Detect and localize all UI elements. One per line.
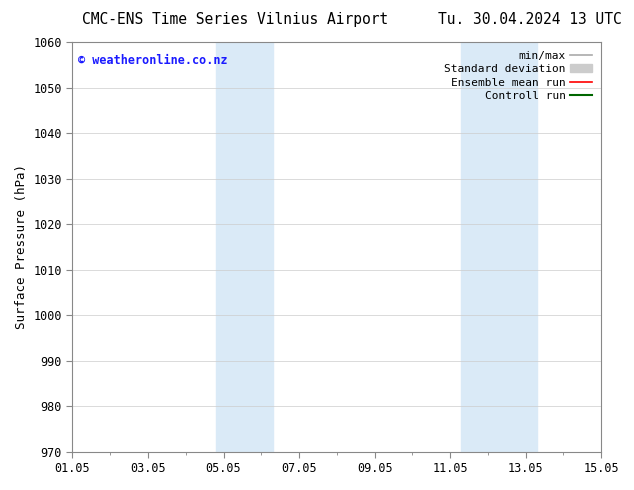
Text: © weatheronline.co.nz: © weatheronline.co.nz [78,54,228,67]
Text: Tu. 30.04.2024 13 UTC: Tu. 30.04.2024 13 UTC [437,12,621,27]
Y-axis label: Surface Pressure (hPa): Surface Pressure (hPa) [15,164,28,329]
Text: CMC-ENS Time Series Vilnius Airport: CMC-ENS Time Series Vilnius Airport [82,12,389,27]
Bar [462,42,537,452]
Bar [216,42,273,452]
Legend: min/max, Standard deviation, Ensemble mean run, Controll run: min/max, Standard deviation, Ensemble me… [441,48,595,104]
